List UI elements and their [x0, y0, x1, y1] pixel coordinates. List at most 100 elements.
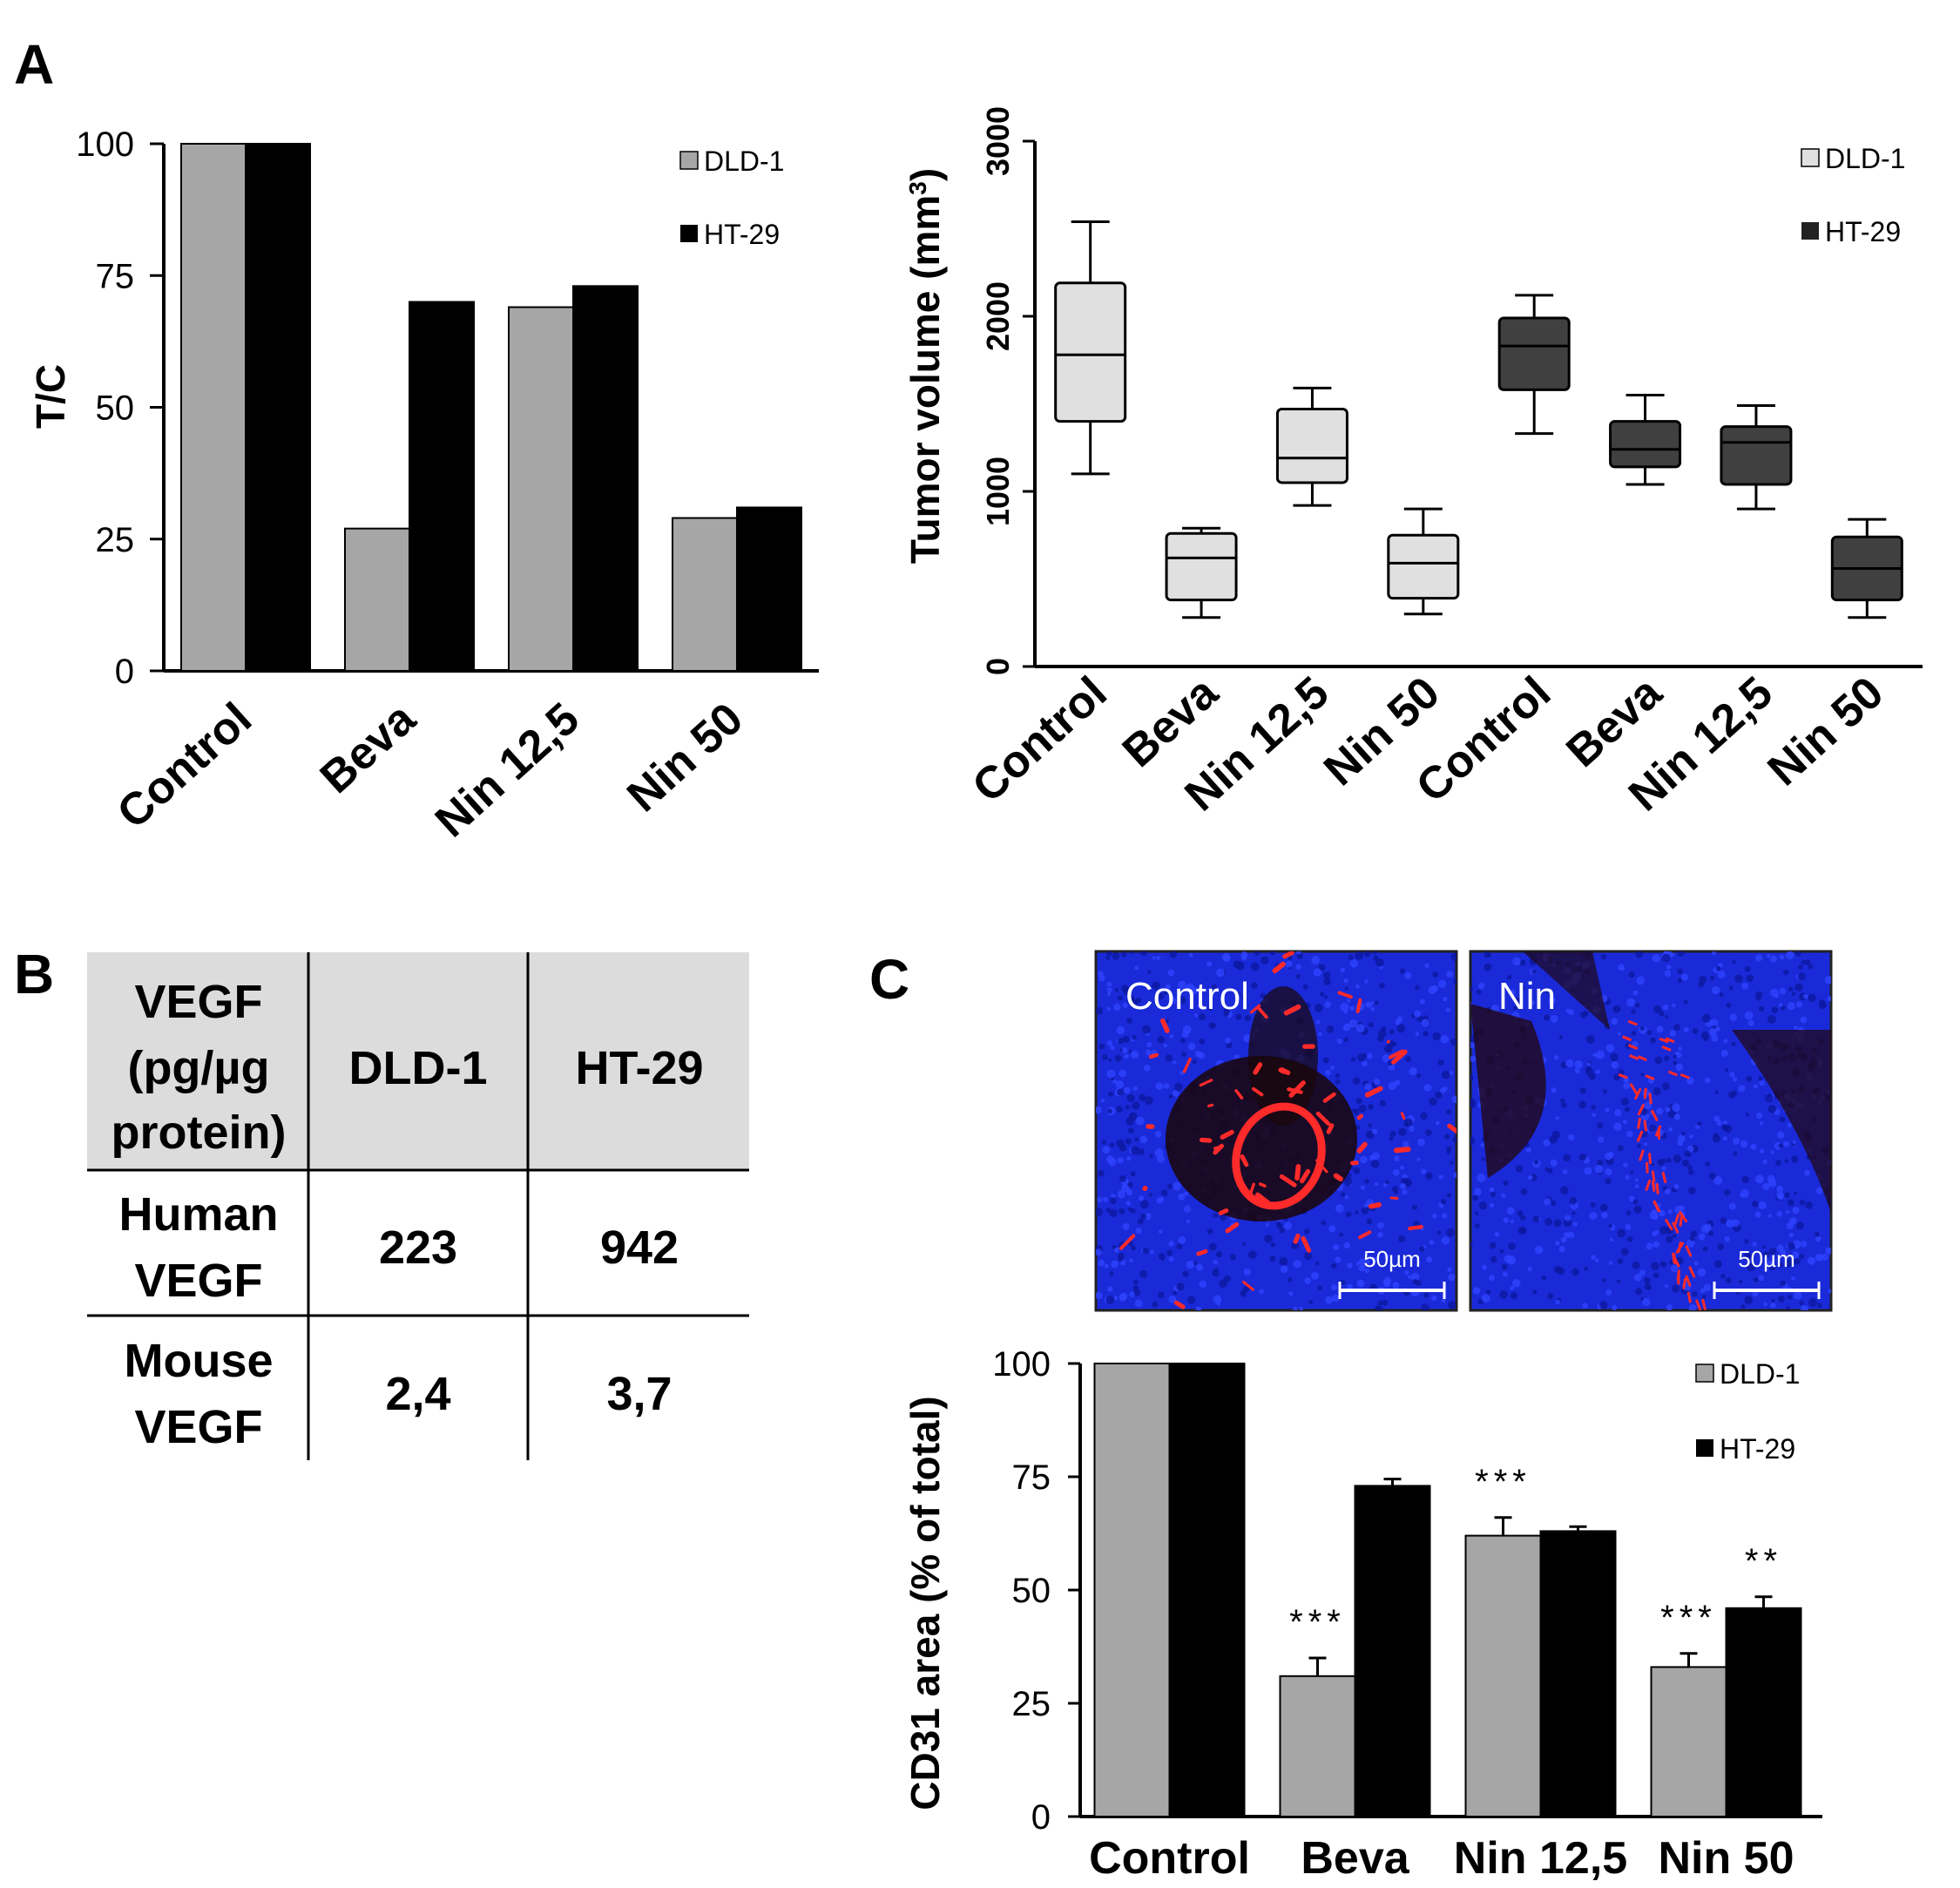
- nucleus-speck: [1149, 1154, 1153, 1159]
- nucleus-speck: [1644, 1282, 1652, 1290]
- micrograph-texture: [1096, 951, 1456, 1310]
- nucleus-speck: [1774, 993, 1779, 998]
- cd31-legend: DLD-1 HT-29: [1695, 1358, 1800, 1465]
- nucleus-speck: [1447, 1267, 1452, 1272]
- nucleus-speck: [1738, 1085, 1746, 1093]
- cd31-stain: [1394, 1147, 1411, 1154]
- nucleus-speck: [1362, 1060, 1368, 1067]
- nucleus-speck: [1574, 1068, 1580, 1073]
- nucleus-speck: [1753, 1084, 1758, 1089]
- nucleus-speck: [1179, 1038, 1186, 1044]
- cd31-stain: [1675, 1242, 1685, 1254]
- nucleus-speck: [1132, 1285, 1139, 1291]
- nucleus-speck: [1130, 1171, 1136, 1177]
- nucleus-speck: [1295, 973, 1301, 979]
- nucleus-speck: [1762, 1182, 1770, 1191]
- cd31-stain: [1293, 1233, 1301, 1244]
- nucleus-speck: [1148, 1193, 1152, 1197]
- nucleus-speck: [1123, 987, 1132, 996]
- nucleus-speck: [1173, 1290, 1178, 1296]
- nucleus-speck: [1168, 1295, 1177, 1303]
- nucleus-speck: [1732, 959, 1736, 964]
- nucleus-speck: [1296, 952, 1303, 960]
- nucleus-speck: [1788, 1242, 1795, 1250]
- nucleus-speck: [1787, 1199, 1794, 1207]
- nucleus-speck: [1176, 1243, 1183, 1250]
- nucleus-speck: [1288, 1291, 1294, 1296]
- nucleus-speck: [1728, 1091, 1736, 1099]
- scale-bar-label: 50µm: [1363, 1246, 1421, 1272]
- nucleus-speck: [1705, 1161, 1711, 1167]
- nucleus-speck: [1109, 1208, 1118, 1217]
- nucleus-speck: [1397, 1235, 1406, 1242]
- nucleus-speck: [1678, 1046, 1682, 1051]
- nucleus-speck: [1549, 1135, 1558, 1144]
- nucleus-speck: [1520, 1188, 1528, 1195]
- nucleus-speck: [1611, 1060, 1619, 1069]
- tumor-box-dld1: [1165, 531, 1238, 602]
- cd31-stain: [1249, 1182, 1255, 1194]
- nucleus-speck: [1415, 985, 1420, 991]
- nucleus-speck: [1728, 1202, 1736, 1210]
- nucleus-speck: [1368, 1022, 1375, 1028]
- nucleus-speck: [1489, 1242, 1497, 1249]
- nucleus-speck: [1724, 1068, 1729, 1073]
- nucleus-speck: [1474, 1211, 1479, 1216]
- nucleus-speck: [1803, 993, 1808, 999]
- nucleus-speck: [1640, 1073, 1645, 1077]
- nucleus-speck: [1824, 976, 1831, 985]
- nucleus-speck: [1700, 1288, 1706, 1294]
- nucleus-speck: [1601, 1278, 1606, 1282]
- nucleus-speck: [1689, 1235, 1695, 1242]
- nucleus-speck: [1786, 1306, 1791, 1310]
- nucleus-speck: [1106, 1069, 1116, 1079]
- nucleus-speck: [1358, 1104, 1367, 1113]
- cd31-y-tick-label: 50: [1012, 1572, 1051, 1610]
- nucleus-speck: [1601, 1211, 1608, 1219]
- nucleus-speck: [1419, 1246, 1425, 1252]
- cd31-stain: [1173, 1300, 1186, 1309]
- nucleus-speck: [1477, 982, 1485, 990]
- nucleus-speck: [1419, 998, 1426, 1005]
- nucleus-speck: [1470, 1074, 1474, 1081]
- nucleus-speck: [1446, 1108, 1452, 1115]
- nucleus-speck: [1797, 972, 1806, 981]
- nucleus-speck: [1633, 1274, 1642, 1282]
- nucleus-speck: [1720, 1274, 1726, 1279]
- nucleus-speck: [1550, 1159, 1558, 1167]
- nucleus-speck: [1400, 1182, 1407, 1189]
- nucleus-speck: [1168, 1094, 1173, 1100]
- nucleus-speck: [1392, 1168, 1400, 1176]
- nucleus-speck: [1651, 1262, 1659, 1271]
- nucleus-speck: [1664, 1188, 1671, 1194]
- cd31-bar-ht29: [1354, 1485, 1431, 1818]
- nucleus-speck: [1342, 1026, 1347, 1031]
- nucleus-speck: [1184, 1205, 1192, 1214]
- legend-swatch-ht29: [1801, 222, 1819, 240]
- nucleus-speck: [1096, 1291, 1103, 1300]
- nucleus-speck: [1314, 1004, 1323, 1012]
- nucleus-speck: [1754, 1211, 1761, 1218]
- tc-x-tick-label: Beva: [311, 693, 426, 803]
- nucleus-speck: [1166, 1249, 1173, 1256]
- nucleus-speck: [1728, 985, 1734, 991]
- nucleus-speck: [1110, 1045, 1115, 1051]
- nucleus-speck: [1370, 1006, 1375, 1012]
- nucleus-speck: [1116, 1106, 1123, 1113]
- nucleus-speck: [1383, 1253, 1389, 1260]
- nucleus-speck: [1816, 1303, 1822, 1309]
- nucleus-speck: [1626, 1235, 1633, 1242]
- nucleus-speck: [1101, 1140, 1107, 1145]
- cd31-stain: [1637, 1104, 1645, 1116]
- nucleus-speck: [1659, 1261, 1666, 1268]
- cd31-stain: [1651, 1109, 1659, 1121]
- cd31-bar-ht29: [1539, 1530, 1617, 1818]
- nucleus-speck: [1717, 971, 1726, 979]
- nucleus-speck: [1303, 1251, 1313, 1261]
- nucleus-speck: [1366, 1218, 1373, 1225]
- nucleus-speck: [1605, 1178, 1612, 1185]
- nucleus-speck: [1470, 1055, 1477, 1062]
- nucleus-speck: [1799, 1300, 1804, 1306]
- panel-label-a: A: [14, 33, 54, 96]
- nucleus-speck: [1105, 956, 1111, 960]
